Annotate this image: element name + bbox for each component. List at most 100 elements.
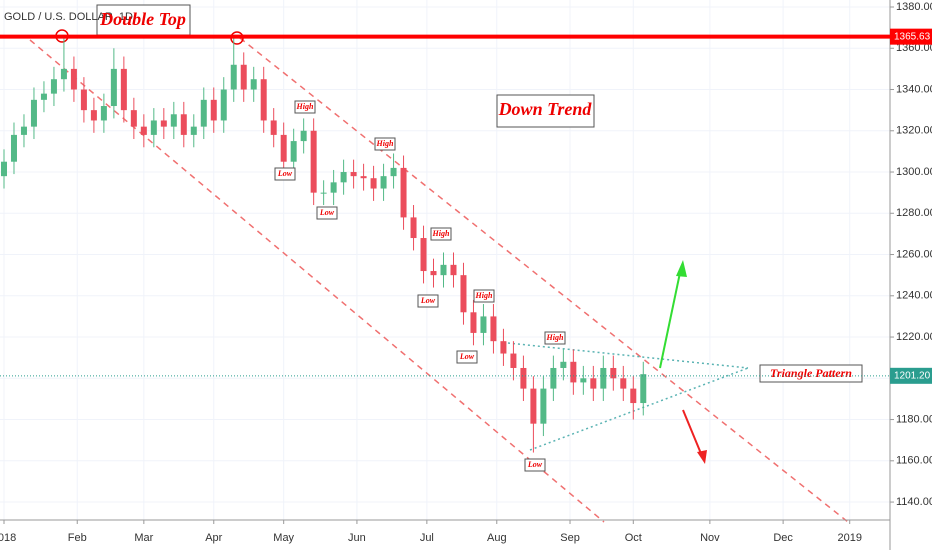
candle-body bbox=[490, 316, 497, 342]
candle-body bbox=[270, 120, 277, 135]
label-box bbox=[430, 227, 452, 241]
candle-body bbox=[280, 134, 287, 162]
candle-body bbox=[110, 68, 117, 107]
candle-body bbox=[390, 167, 397, 177]
candle-body bbox=[70, 68, 77, 90]
annotation: Low bbox=[420, 296, 436, 305]
triangle-lower bbox=[529, 367, 749, 451]
candle-body bbox=[120, 68, 127, 111]
annotation: Triangle Pattern bbox=[770, 366, 852, 380]
x-tick-label: Apr bbox=[205, 532, 222, 544]
arrow-down-head bbox=[697, 450, 707, 464]
grid bbox=[0, 0, 890, 520]
candle-body bbox=[590, 378, 597, 389]
annotation-box bbox=[96, 4, 191, 36]
candle-body bbox=[410, 217, 417, 239]
candle-body bbox=[310, 130, 317, 193]
triangle-upper bbox=[507, 342, 749, 369]
candle-body bbox=[640, 374, 647, 404]
candle-body bbox=[430, 271, 437, 276]
candle-body bbox=[260, 79, 267, 121]
candle-body bbox=[10, 134, 17, 162]
candle-body bbox=[370, 178, 377, 189]
label-box bbox=[473, 289, 495, 303]
candle-body bbox=[500, 341, 507, 354]
label-box bbox=[456, 350, 478, 364]
candle-body bbox=[250, 79, 257, 90]
candle-body bbox=[450, 264, 457, 276]
annotation: High bbox=[475, 291, 493, 300]
candle-body bbox=[320, 192, 327, 194]
price-label-box bbox=[890, 28, 932, 45]
annotation: Low bbox=[277, 169, 293, 178]
candle-body bbox=[550, 367, 557, 389]
candle-body bbox=[130, 110, 137, 127]
y-tick-label: 1340.00 bbox=[896, 83, 932, 95]
candle-body bbox=[30, 99, 37, 127]
y-tick-label: 1180.00 bbox=[896, 413, 932, 425]
y-tick-label: 1240.00 bbox=[896, 290, 932, 302]
candle-body bbox=[150, 120, 157, 135]
candle-body bbox=[380, 176, 387, 189]
candle-body bbox=[460, 275, 467, 313]
candle-body bbox=[340, 172, 347, 183]
annotation: Low bbox=[459, 352, 475, 361]
candle-body bbox=[200, 99, 207, 127]
candle-body bbox=[140, 126, 147, 135]
candle-body bbox=[210, 99, 217, 121]
candle-body bbox=[360, 176, 367, 179]
y-tick-label: 1320.00 bbox=[896, 125, 932, 137]
y-tick-label: 1140.00 bbox=[896, 496, 932, 508]
annotation-box bbox=[496, 94, 595, 128]
annotation: High bbox=[546, 333, 564, 342]
x-tick-label: May bbox=[273, 532, 294, 544]
y-tick-label: 1160.00 bbox=[896, 455, 932, 467]
annotation: High bbox=[296, 102, 314, 111]
arrow-up-head bbox=[676, 260, 687, 277]
annotation: High bbox=[376, 139, 394, 148]
candle-body bbox=[400, 167, 407, 218]
candle-body bbox=[570, 361, 577, 383]
candle-body bbox=[290, 141, 297, 162]
candles bbox=[0, 35, 647, 453]
x-tick-label: Dec bbox=[773, 532, 793, 544]
candle-body bbox=[530, 388, 537, 424]
annotation: Down Trend bbox=[498, 99, 593, 119]
label-box bbox=[374, 137, 396, 151]
arrow-down bbox=[682, 409, 703, 457]
candle-body bbox=[160, 120, 167, 127]
x-tick-label: Oct bbox=[625, 532, 642, 544]
y-tick-label: 1280.00 bbox=[896, 207, 932, 219]
y-tick-label: 1360.00 bbox=[896, 42, 932, 54]
candle-body bbox=[470, 312, 477, 333]
annotation: Double Top bbox=[99, 9, 186, 29]
candle-body bbox=[300, 130, 307, 142]
candle-body bbox=[190, 126, 197, 135]
candle-body bbox=[420, 238, 427, 272]
price-label: 1201.20 bbox=[894, 370, 931, 381]
candle-body bbox=[90, 110, 97, 121]
x-tick-label: 2018 bbox=[0, 532, 16, 544]
annotation: High bbox=[432, 229, 450, 238]
candle-body bbox=[600, 367, 607, 389]
candle-body bbox=[610, 367, 617, 379]
candle-body bbox=[560, 361, 567, 368]
annotation: Low bbox=[527, 460, 543, 469]
arrow-up bbox=[659, 267, 682, 369]
candle-body bbox=[580, 378, 587, 383]
candle-body bbox=[20, 126, 27, 135]
y-tick-label: 1380.00 bbox=[896, 1, 932, 13]
candle-body bbox=[330, 182, 337, 193]
x-tick-label: Mar bbox=[134, 532, 153, 544]
y-tick-label: 1220.00 bbox=[896, 331, 932, 343]
candle-body bbox=[60, 68, 67, 80]
x-tick-label: Sep bbox=[560, 532, 580, 544]
label-box bbox=[544, 331, 566, 345]
label-box bbox=[524, 458, 546, 472]
label-box bbox=[294, 100, 316, 114]
x-tick-label: 2019 bbox=[837, 532, 861, 544]
candle-body bbox=[50, 79, 57, 94]
candle-body bbox=[180, 114, 187, 135]
candle-body bbox=[230, 64, 237, 90]
